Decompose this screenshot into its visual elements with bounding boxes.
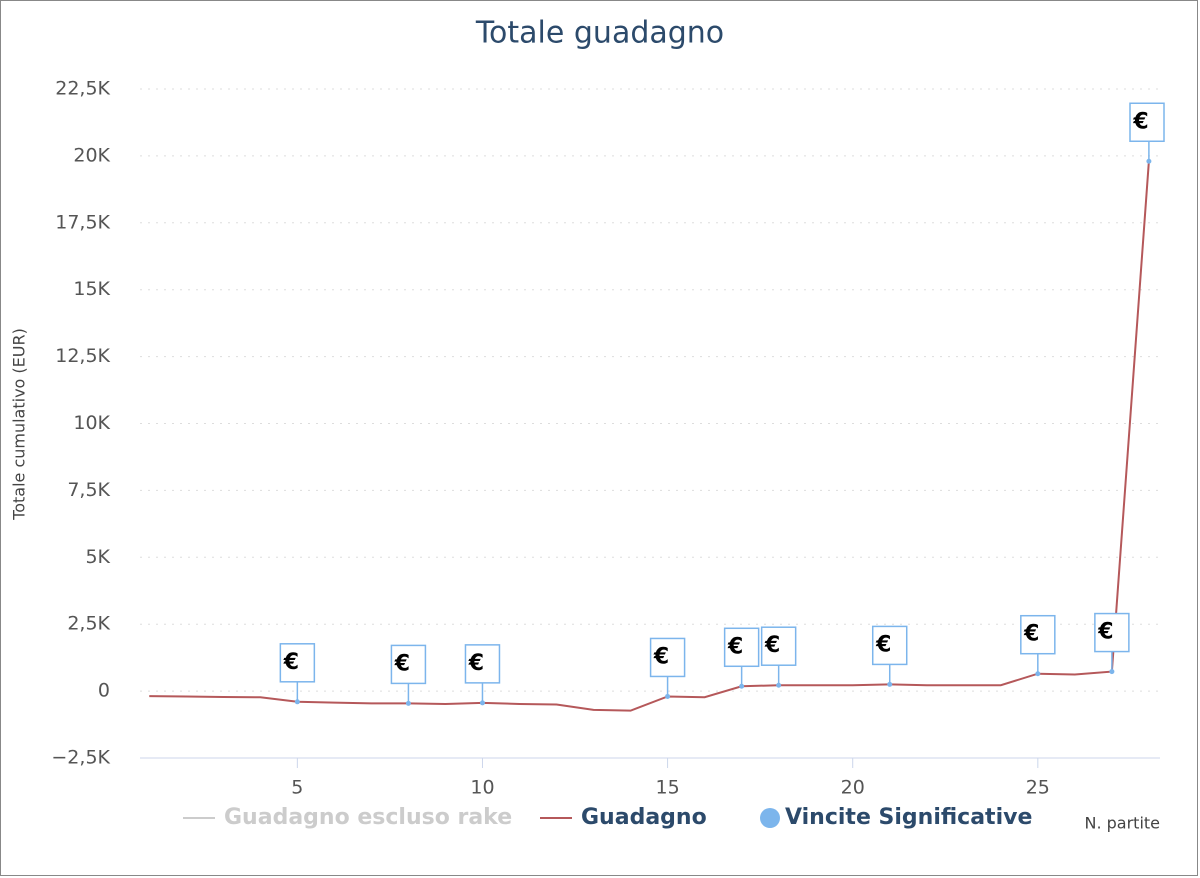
y-tick-label: 20K <box>73 144 110 166</box>
flag-box <box>723 627 760 668</box>
y-tick-label: 17,5K <box>55 211 110 233</box>
flag-box <box>1094 612 1130 653</box>
x-tick-label: 25 <box>1026 777 1050 799</box>
flag-label: € <box>1097 620 1113 645</box>
flag-label: € <box>468 651 484 676</box>
flag-box <box>1020 614 1056 655</box>
flag-box <box>279 643 316 683</box>
scatter-point <box>887 681 893 687</box>
flag-label: € <box>394 651 410 676</box>
scatter-point <box>1146 158 1152 164</box>
flag-box <box>464 644 501 684</box>
scatter-point <box>294 699 300 705</box>
flag-label: € <box>875 632 891 657</box>
flag-box <box>760 626 797 666</box>
line-series <box>149 161 1150 712</box>
flag-box <box>649 637 686 678</box>
x-tick-label: 20 <box>841 777 865 799</box>
flag-box <box>390 644 427 685</box>
y-tick-label: 15K <box>73 278 110 300</box>
scatter-point <box>405 700 411 706</box>
flag-label: € <box>1132 109 1148 134</box>
scatter-point <box>739 683 745 689</box>
y-tick-label: 5K <box>85 546 110 568</box>
scatter-point <box>1109 669 1115 675</box>
y-tick-label: 10K <box>73 412 110 434</box>
flag-box <box>871 625 908 666</box>
y-tick-label: 2,5K <box>67 613 110 635</box>
x-tick-label: 10 <box>470 777 494 799</box>
flag-label: € <box>283 650 299 675</box>
y-tick-label: −2,5K <box>51 747 110 769</box>
flag-box <box>1129 102 1165 143</box>
chart-title: Totale guadagno <box>475 16 724 51</box>
x-tick-label: 15 <box>655 777 679 799</box>
x-axis-label: N. partite <box>1084 814 1160 833</box>
legend-label[interactable]: Guadagno escluso rake <box>224 805 512 830</box>
y-tick-label: 0 <box>98 680 110 702</box>
flag-label: € <box>1023 622 1039 647</box>
x-tick-label: 5 <box>291 777 303 799</box>
legend-label[interactable]: Guadagno <box>581 805 707 830</box>
y-tick-label: 22,5K <box>55 78 110 100</box>
scatter-point <box>479 700 485 706</box>
scatter-point <box>776 682 782 688</box>
y-tick-label: 12,5K <box>55 345 110 367</box>
scatter-point <box>665 693 671 699</box>
flag-label: € <box>764 633 780 658</box>
y-tick-label: 7,5K <box>67 479 110 501</box>
scatter-point <box>1035 671 1041 677</box>
legend-label[interactable]: Vincite Significative <box>785 805 1032 830</box>
legend-symbol[interactable] <box>760 808 780 828</box>
flag-label: € <box>727 634 743 659</box>
flag-label: € <box>653 644 669 669</box>
y-axis-label: Totale cumulativo (EUR) <box>10 328 29 521</box>
